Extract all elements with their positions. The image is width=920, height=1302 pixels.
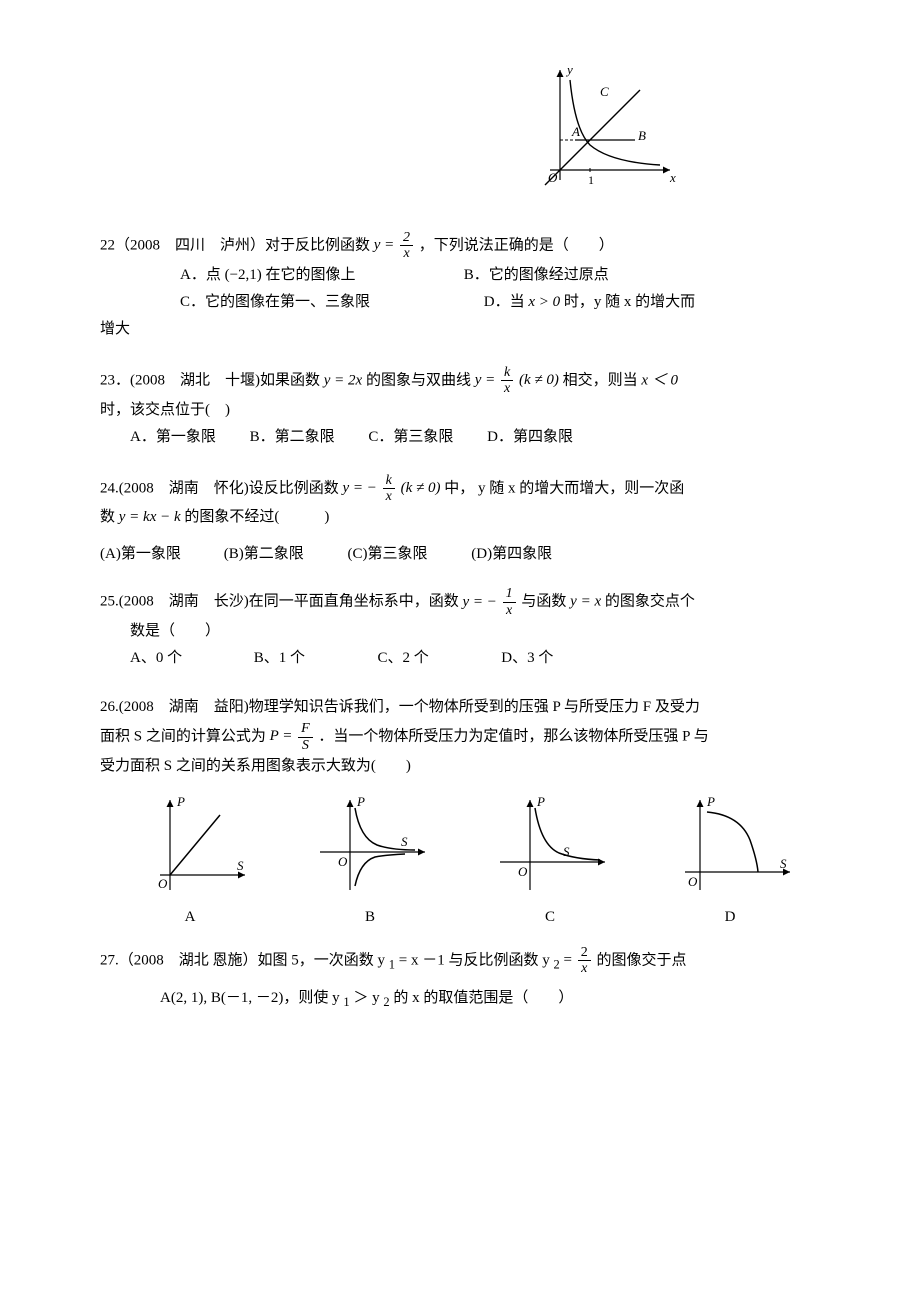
top-figure: y x O 1 A B C — [380, 60, 820, 190]
q27-stem-b: 的图像交于点 — [596, 952, 686, 968]
tick-one: 1 — [588, 173, 594, 187]
q25-eq1: y = − 1x — [463, 594, 522, 610]
svg-text:O: O — [688, 874, 698, 889]
q24-opt-a: (A)第一象限 — [100, 541, 220, 568]
q27-line2: A(2, 1), B(－1, －2)，则使 y 1 ＞ y 2 的 x 的取值范… — [160, 985, 820, 1014]
svg-text:P: P — [176, 794, 185, 809]
q24-stem-a: 24.(2008 湖南 怀化)设反比例函数 — [100, 480, 343, 496]
q23-stem-b: 的图象与双曲线 — [366, 372, 475, 388]
question-24: 24.(2008 湖南 怀化)设反比例函数 y = − kx (k ≠ 0) 中… — [100, 473, 820, 569]
q26-chart-a: P S O A — [125, 790, 255, 931]
q22-eq: y = 2x — [374, 237, 419, 253]
q23-stem-a: 23．(2008 湖北 十堰)如果函数 — [100, 372, 324, 388]
q23-stem-c: 相交，则当 — [563, 372, 642, 388]
axis-y-label: y — [565, 62, 573, 77]
q26-stem-a: 26.(2008 湖南 益阳)物理学知识告诉我们，一个物体所受到的压强 P 与所… — [100, 694, 820, 721]
q24-stem-b: 中， — [444, 480, 474, 496]
q25-eq2: y = x — [570, 594, 601, 610]
svg-text:S: S — [780, 856, 787, 871]
point-a: A — [571, 124, 580, 139]
q26-eq: P = FS — [270, 728, 319, 744]
q25-stem-b: 与函数 — [521, 594, 570, 610]
svg-text:P: P — [356, 794, 365, 809]
q26-label-c: C — [485, 904, 615, 931]
q23-eq1: y = 2x — [324, 372, 362, 388]
q25-opt-c: C、2 个 — [378, 645, 498, 672]
axis-x-label: x — [669, 170, 676, 185]
q22-opt-a: A．点 (−2,1) 在它的图像上 — [180, 262, 460, 289]
q22-stem-b: ，下列说法正确的是（ ） — [419, 237, 614, 253]
question-22: 22（2008 四川 泸州）对于反比例函数 y = 2x ，下列说法正确的是（ … — [100, 230, 820, 343]
q23-eq2: y = kx (k ≠ 0) — [475, 372, 563, 388]
q25-line2: 数是（ ） — [130, 618, 820, 645]
question-23: 23．(2008 湖北 十堰)如果函数 y = 2x 的图象与双曲线 y = k… — [100, 365, 820, 451]
svg-text:S: S — [401, 834, 408, 849]
point-c: C — [600, 84, 609, 99]
svg-text:P: P — [536, 794, 545, 809]
q25-opt-d: D、3 个 — [501, 645, 621, 672]
q24-eq2: y = kx − k — [119, 509, 181, 525]
svg-text:O: O — [158, 876, 168, 891]
q23-opt-c: C．第三象限 — [368, 424, 453, 451]
question-26: 26.(2008 湖南 益阳)物理学知识告诉我们，一个物体所受到的压强 P 与所… — [100, 694, 820, 931]
q22-opt-d: D．当 x > 0 时，y 随 x 的增大而 — [484, 294, 695, 310]
q25-stem-a: 25.(2008 湖南 长沙)在同一平面直角坐标系中，函数 — [100, 594, 463, 610]
q22-opt-c: C．它的图像在第一、三象限 — [180, 289, 480, 316]
svg-text:O: O — [518, 864, 528, 879]
q26-stem-d: 受力面积 S 之间的关系用图象表示大致为( ) — [100, 753, 820, 780]
svg-text:S: S — [563, 844, 570, 859]
q25-opt-a: A、0 个 — [130, 645, 250, 672]
q26-label-a: A — [125, 904, 255, 931]
q26-chart-row: P S O A P S O B — [100, 790, 820, 931]
q23-xcond: x ＜ 0 — [641, 372, 678, 388]
q25-opt-b: B、1 个 — [254, 645, 374, 672]
q26-label-d: D — [665, 904, 795, 931]
coord-graph-acb: y x O 1 A B C — [520, 60, 680, 190]
q26-stem-b: 面积 S 之间的计算公式为 — [100, 728, 270, 744]
q24-opt-b: (B)第二象限 — [224, 541, 344, 568]
question-25: 25.(2008 湖南 长沙)在同一平面直角坐标系中，函数 y = − 1x 与… — [100, 586, 820, 672]
q23-opt-d: D．第四象限 — [487, 424, 573, 451]
q26-stem-c: ．当一个物体所受压力为定值时，那么该物体所受压强 P 与 — [318, 728, 708, 744]
q26-chart-c: P S O C — [485, 790, 615, 931]
q23-line2: 时，该交点位于( ) — [100, 397, 820, 424]
q22-tail: 增大 — [100, 316, 820, 343]
q26-label-b: B — [305, 904, 435, 931]
q24-opt-c: (C)第三象限 — [348, 541, 468, 568]
q22-stem-a: 22（2008 四川 泸州）对于反比例函数 — [100, 237, 374, 253]
point-b: B — [638, 128, 646, 143]
q27-stem-a: 27.（2008 湖北 恩施）如图 5，一次函数 y — [100, 952, 389, 968]
q23-opt-a: A．第一象限 — [130, 424, 216, 451]
q24-stem-c: y 随 x 的增大而增大，则一次函 — [478, 480, 684, 496]
q26-chart-d: P S O D — [665, 790, 795, 931]
q22-opt-b: B．它的图像经过原点 — [464, 267, 609, 283]
q24-opt-d: (D)第四象限 — [471, 541, 591, 568]
q25-stem-c: 的图象交点个 — [605, 594, 695, 610]
question-27: 27.（2008 湖北 恩施）如图 5，一次函数 y 1 = x －1 与反比例… — [100, 945, 820, 1013]
q26-chart-b: P S O B — [305, 790, 435, 931]
svg-text:P: P — [706, 794, 715, 809]
svg-text:O: O — [338, 854, 348, 869]
q23-opt-b: B．第二象限 — [250, 424, 335, 451]
origin-label: O — [548, 170, 558, 185]
svg-text:S: S — [237, 858, 244, 873]
q24-eq: y = − kx (k ≠ 0) — [343, 480, 445, 496]
